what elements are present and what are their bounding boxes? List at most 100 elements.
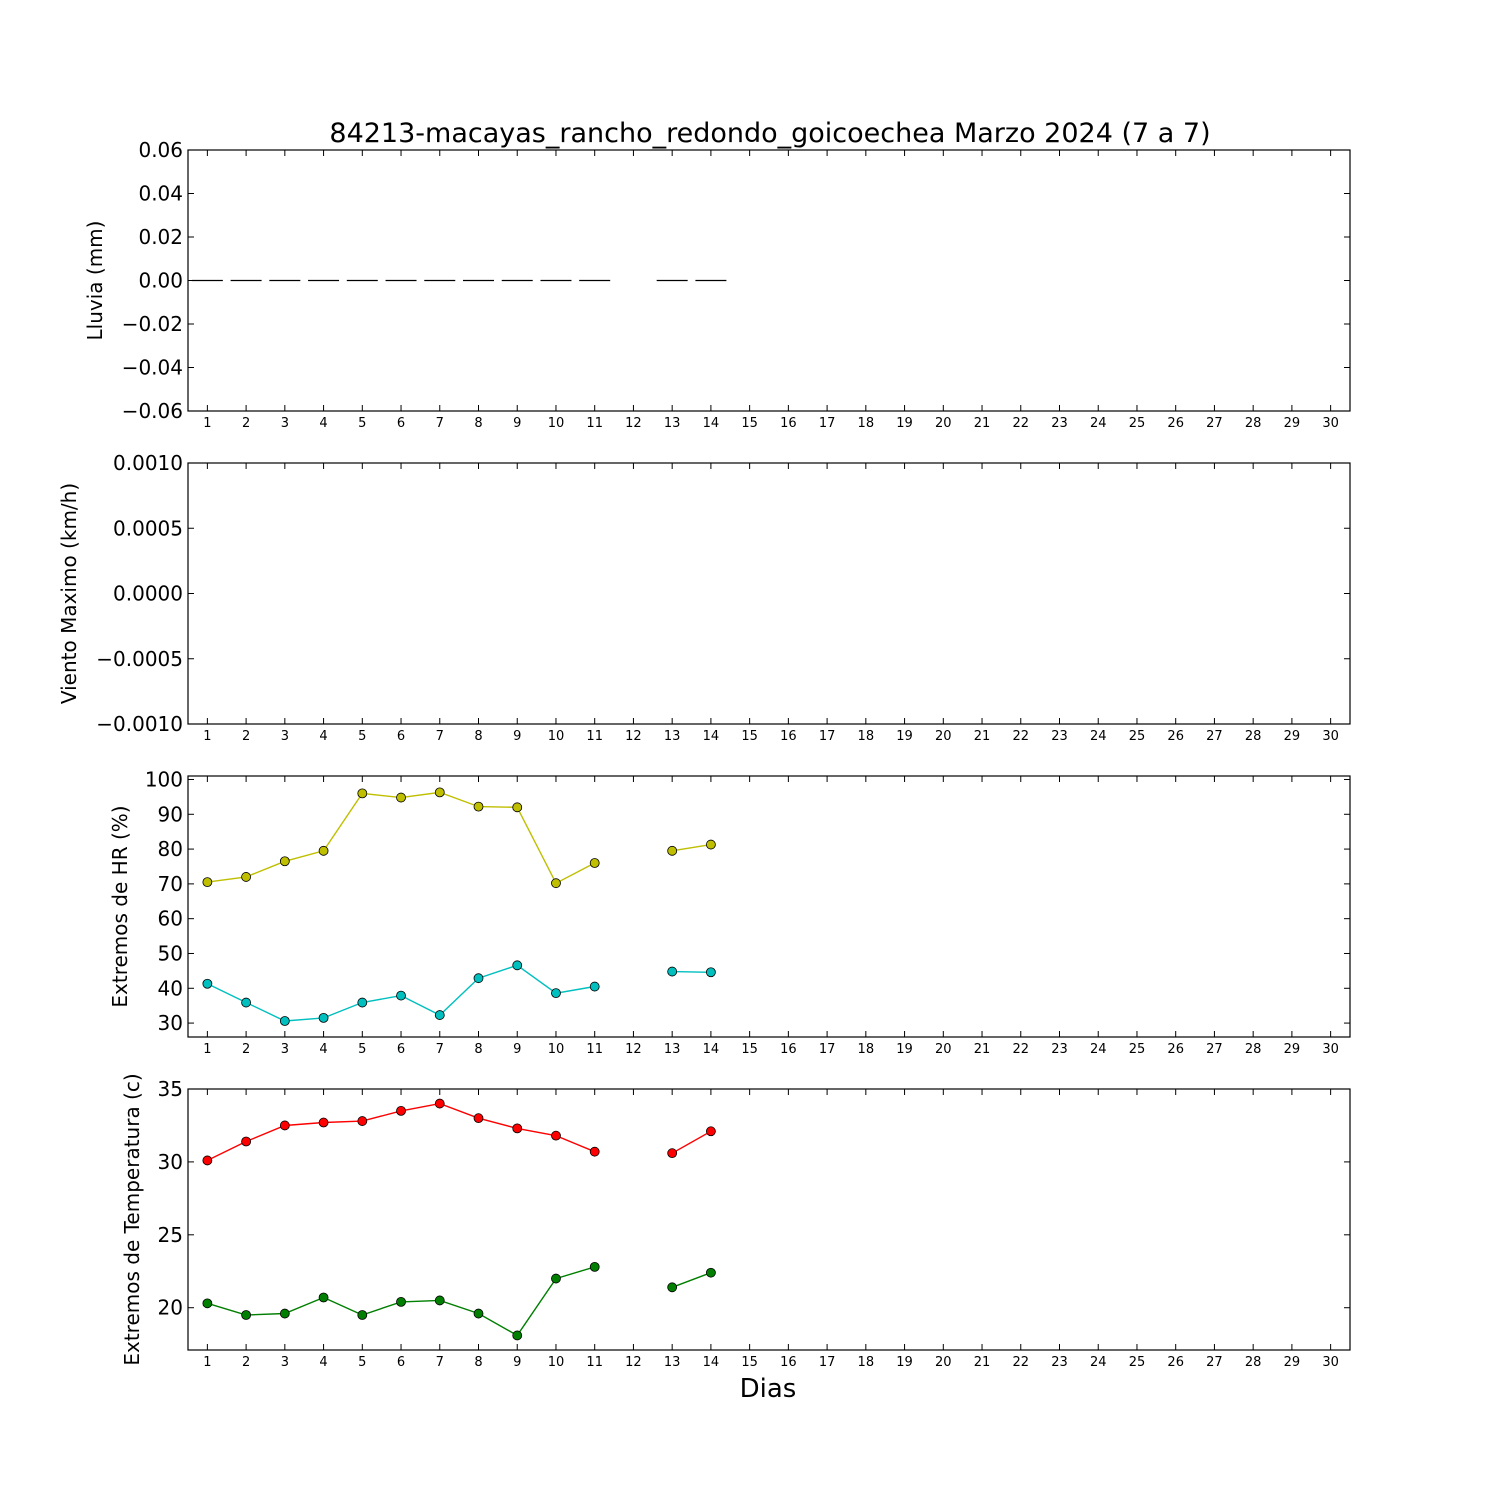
x-tick-label: 14 <box>703 416 720 431</box>
series-1-point <box>279 1120 290 1131</box>
y-axis-label: Lluvia (mm) <box>83 221 107 341</box>
x-tick-label: 3 <box>281 1355 289 1370</box>
y-tick-label: 0.02 <box>138 225 183 249</box>
x-tick-label: 10 <box>548 729 565 744</box>
x-tick-label: 4 <box>319 1042 327 1057</box>
x-tick-label: 11 <box>586 729 603 744</box>
x-tick-label: 9 <box>513 729 521 744</box>
x-tick-label: 16 <box>780 1355 797 1370</box>
x-tick-label: 30 <box>1322 416 1339 431</box>
series-2-point <box>512 1330 523 1341</box>
x-tick-label: 23 <box>1051 416 1068 431</box>
x-tick-label: 3 <box>281 729 289 744</box>
x-tick-label: 24 <box>1090 1355 1107 1370</box>
x-tick-label: 22 <box>1012 416 1029 431</box>
series-1-point <box>667 845 678 856</box>
x-tick-label: 4 <box>319 416 327 431</box>
series-2-point <box>667 966 678 977</box>
series-2-point <box>318 1292 329 1303</box>
x-tick-label: 19 <box>896 416 913 431</box>
series-1-point <box>396 792 406 803</box>
y-tick-label: 60 <box>158 907 183 931</box>
series-2-point <box>396 990 406 1001</box>
series-1-point <box>241 1136 252 1147</box>
series-1-point <box>551 1130 561 1141</box>
x-tick-label: 29 <box>1284 729 1301 744</box>
x-tick-label: 10 <box>548 416 565 431</box>
x-tick-label: 11 <box>586 416 603 431</box>
x-tick-label: 2 <box>242 1042 250 1057</box>
y-tick-label: 35 <box>158 1077 183 1101</box>
x-tick-label: 16 <box>780 729 797 744</box>
x-tick-label: 1 <box>203 1042 211 1057</box>
series-2-point <box>551 1273 561 1284</box>
x-tick-label: 8 <box>474 729 482 744</box>
x-tick-label: 5 <box>358 416 366 431</box>
series-2-point <box>589 981 600 992</box>
x-tick-label: 22 <box>1012 1355 1029 1370</box>
x-tick-label: 28 <box>1245 1042 1262 1057</box>
x-axis-label: Dias <box>740 1374 797 1404</box>
plot-frame <box>187 775 1351 1038</box>
x-tick-label: 6 <box>397 1355 405 1370</box>
x-tick-label: 30 <box>1322 1042 1339 1057</box>
x-tick-label: 7 <box>436 729 444 744</box>
series-1-line <box>671 1130 712 1154</box>
x-tick-label: 12 <box>625 729 642 744</box>
x-tick-label: 9 <box>513 416 521 431</box>
x-tick-label: 8 <box>474 416 482 431</box>
series-1-point <box>318 845 329 856</box>
x-tick-label: 20 <box>935 1355 952 1370</box>
series-2-point <box>589 1261 600 1272</box>
y-tick-label: −0.0005 <box>96 647 183 671</box>
x-tick-label: 25 <box>1129 729 1146 744</box>
x-tick-label: 8 <box>474 1355 482 1370</box>
x-tick-label: 19 <box>896 1042 913 1057</box>
series-2-line <box>671 1272 712 1288</box>
series-2-point <box>357 1310 368 1320</box>
x-tick-label: 24 <box>1090 1042 1107 1057</box>
x-tick-label: 28 <box>1245 729 1262 744</box>
series-2-point <box>512 960 523 971</box>
series-2-point <box>279 1016 290 1026</box>
x-tick-label: 29 <box>1284 1042 1301 1057</box>
y-axis-label: Viento Maximo (km/h) <box>57 483 81 704</box>
y-tick-label: −0.02 <box>122 312 183 336</box>
y-tick-label: 0.00 <box>138 269 183 293</box>
y-tick-label: 80 <box>158 837 183 861</box>
x-tick-label: 7 <box>436 1355 444 1370</box>
panel-1: 0.060.040.020.00−0.02−0.04−0.061 2 3 4 5 6 7 8 9… <box>83 138 1351 431</box>
x-tick-label: 15 <box>741 1042 758 1057</box>
series-1-point <box>357 788 368 799</box>
x-tick-label: 18 <box>858 416 875 431</box>
series-1-point <box>473 1113 484 1124</box>
series-2-point <box>473 1308 484 1319</box>
series-2-point <box>396 1296 406 1307</box>
x-tick-label: 3 <box>281 416 289 431</box>
series-1-point <box>589 1146 600 1157</box>
series-1-point <box>202 877 213 888</box>
x-tick-label: 17 <box>819 1042 836 1057</box>
x-tick-label: 14 <box>703 729 720 744</box>
x-tick-label: 29 <box>1284 1355 1301 1370</box>
x-tick-label: 7 <box>436 1042 444 1057</box>
x-tick-label: 9 <box>513 1042 521 1057</box>
x-tick-label: 27 <box>1206 416 1223 431</box>
y-tick-label: 0.04 <box>138 182 183 206</box>
x-tick-label: 6 <box>397 416 405 431</box>
series-2-point <box>551 988 561 999</box>
x-tick-label: 3 <box>281 1042 289 1057</box>
x-tick-label: 24 <box>1090 729 1107 744</box>
x-tick-label: 21 <box>974 1355 991 1370</box>
x-tick-label: 16 <box>780 1042 797 1057</box>
series-2-point <box>434 1295 445 1306</box>
y-tick-label: 90 <box>158 802 183 826</box>
x-tick-label: 23 <box>1051 1042 1068 1057</box>
y-tick-label: 100 <box>145 767 183 791</box>
y-tick-label: 20 <box>158 1296 183 1320</box>
series-2-point <box>357 997 368 1008</box>
x-tick-label: 23 <box>1051 729 1068 744</box>
x-tick-label: 26 <box>1167 729 1184 744</box>
